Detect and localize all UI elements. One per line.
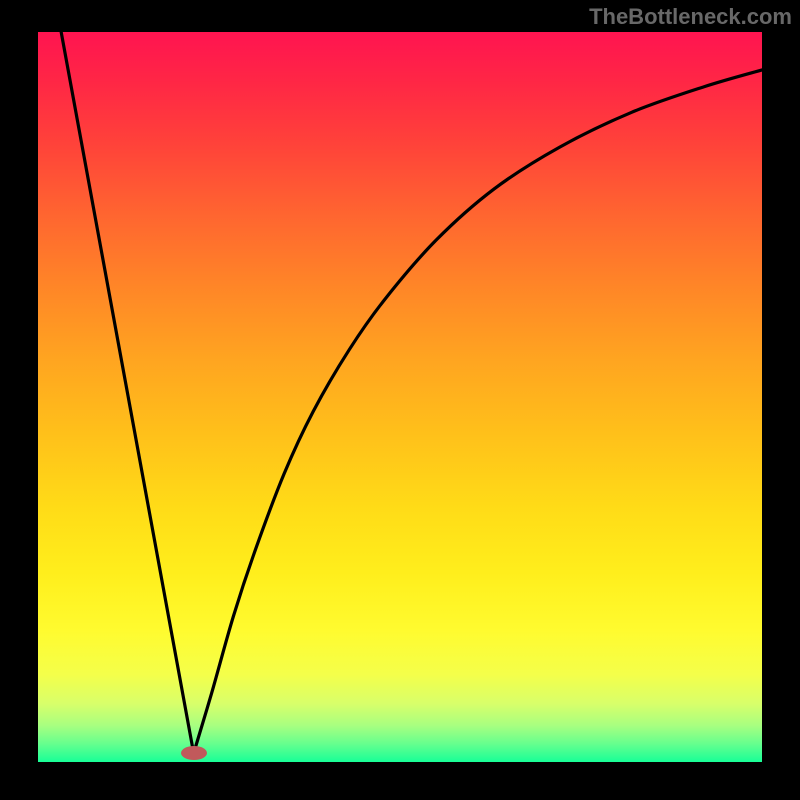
plot-area xyxy=(38,32,762,762)
curve-path xyxy=(61,32,762,753)
watermark-text: TheBottleneck.com xyxy=(589,4,792,30)
plot-frame xyxy=(38,32,762,762)
minimum-marker xyxy=(181,746,207,760)
bottleneck-curve xyxy=(38,32,762,762)
